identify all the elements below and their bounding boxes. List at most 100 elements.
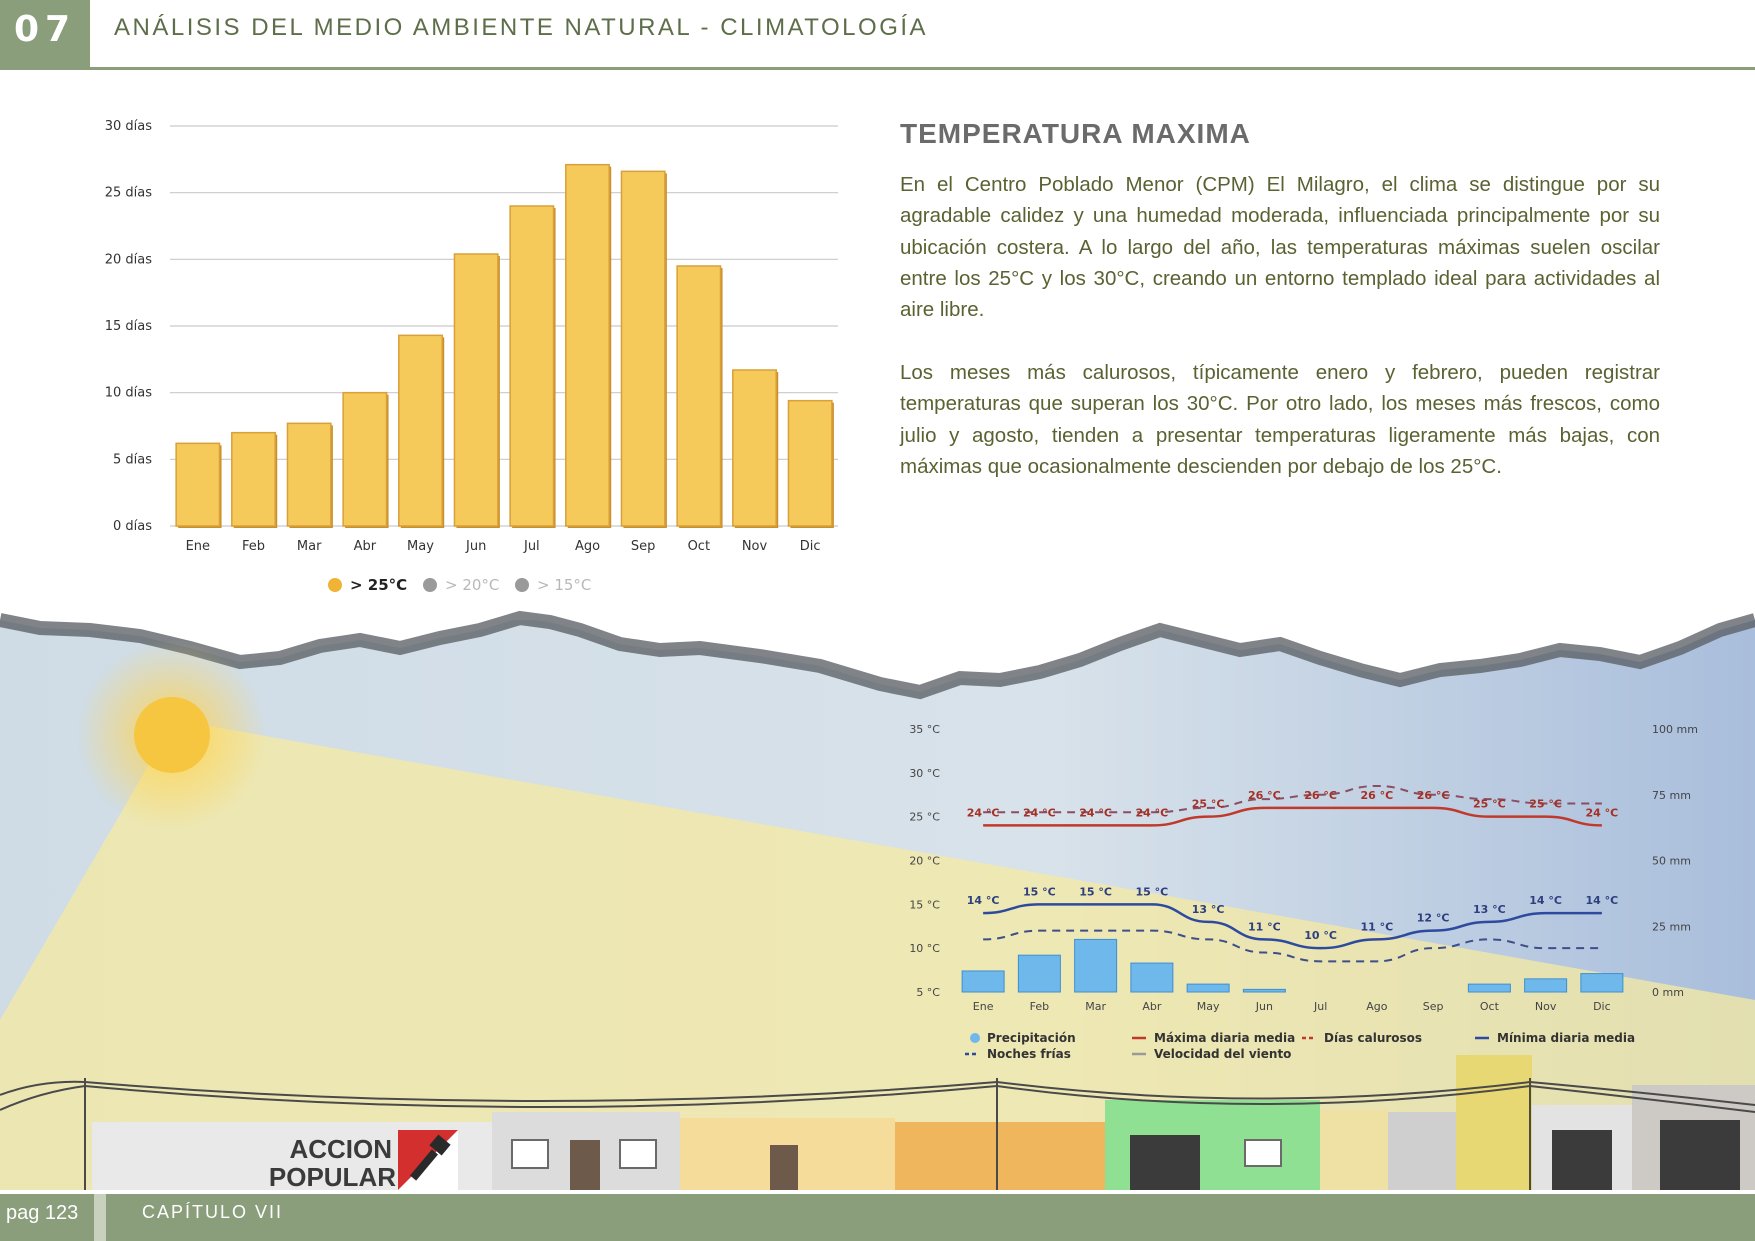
paragraph-1: En el Centro Poblado Menor (CPM) El Mila… bbox=[900, 173, 1660, 322]
max-temp-label: 26 °C bbox=[1304, 789, 1337, 802]
x-tick-label: Nov bbox=[1535, 1000, 1557, 1013]
legend-marker bbox=[423, 578, 437, 592]
scenic-illustration: ACCION POPULAR bbox=[0, 600, 1755, 1190]
cold-nights-line bbox=[983, 929, 1602, 963]
min-temp-label: 14 °C bbox=[967, 894, 1000, 907]
x-tick-label: Dic bbox=[800, 539, 821, 554]
y-right-tick: 25 mm bbox=[1652, 920, 1691, 933]
y-right-tick: 0 mm bbox=[1652, 986, 1684, 999]
bar-dic bbox=[787, 399, 833, 527]
min-temp-label: 10 °C bbox=[1304, 929, 1337, 942]
max-temp-label: 24 °C bbox=[1079, 806, 1112, 819]
svg-text:ACCION: ACCION bbox=[289, 1134, 392, 1164]
bar-jun bbox=[453, 253, 499, 527]
climate-chart-legend: Precipitación Máxima diaria media Días cal… bbox=[965, 1031, 1635, 1061]
bar-may bbox=[398, 334, 443, 527]
y-right-tick: 75 mm bbox=[1652, 789, 1691, 802]
y-tick-label: 5 días bbox=[113, 452, 152, 467]
section-title: TEMPERATURA MAXIMA bbox=[900, 118, 1251, 149]
x-tick-label: Abr bbox=[354, 539, 377, 554]
precip-bar bbox=[1467, 983, 1511, 993]
bar-jul bbox=[509, 205, 555, 527]
legend-label: > 25°C bbox=[350, 576, 407, 594]
bar-ago bbox=[565, 163, 610, 527]
bar-mar bbox=[286, 422, 332, 527]
x-tick-label: Feb bbox=[1030, 1000, 1049, 1013]
max-temp-line bbox=[983, 806, 1602, 827]
y-tick-label: 15 días bbox=[105, 319, 153, 334]
max-temp-label: 26 °C bbox=[1361, 789, 1394, 802]
y-left-tick: 5 °C bbox=[916, 986, 940, 999]
x-tick-label: Ago bbox=[575, 539, 600, 554]
precip-bar bbox=[1130, 962, 1174, 993]
accion-popular-logo: ACCION POPULAR bbox=[269, 1130, 458, 1190]
y-left-tick: 25 °C bbox=[909, 811, 940, 824]
bar-oct bbox=[676, 265, 722, 527]
max-temp-label: 26 °C bbox=[1417, 789, 1450, 802]
legend-label: Máxima diaria media bbox=[1154, 1031, 1295, 1045]
x-tick-label: Sep bbox=[631, 539, 656, 554]
min-temp-label: 12 °C bbox=[1417, 912, 1450, 925]
climate-chart: 5 °C 10 °C 15 °C 20 °C 25 °C 30 °C 35 °C 0 mm 25… bbox=[909, 723, 1698, 1061]
bar-feb bbox=[231, 431, 276, 527]
y-tick-label: 0 días bbox=[113, 519, 152, 534]
min-temp-label: 13 °C bbox=[1473, 903, 1506, 916]
x-tick-label: Nov bbox=[742, 539, 768, 554]
x-tick-label: Sep bbox=[1423, 1000, 1444, 1013]
y-left-tick: 15 °C bbox=[909, 898, 940, 911]
climate-chart-axes: 5 °C 10 °C 15 °C 20 °C 25 °C 30 °C 35 °C 0 mm 25… bbox=[909, 723, 1698, 1013]
hot-days-line bbox=[983, 784, 1602, 814]
x-tick-label: Ene bbox=[186, 539, 210, 554]
min-temp-label: 14 °C bbox=[1586, 894, 1619, 907]
legend-label: Días calurosos bbox=[1324, 1031, 1422, 1045]
x-tick-label: Jul bbox=[523, 539, 540, 554]
x-tick-label: Mar bbox=[1085, 1000, 1106, 1013]
y-right-tick: 50 mm bbox=[1652, 855, 1691, 868]
legend-label: Noches frías bbox=[987, 1047, 1071, 1061]
x-tick-label: Mar bbox=[297, 539, 322, 554]
max-temp-label: 25 °C bbox=[1192, 798, 1225, 811]
min-temp-label: 13 °C bbox=[1192, 903, 1225, 916]
svg-text:POPULAR: POPULAR bbox=[269, 1162, 396, 1190]
y-left-tick: 10 °C bbox=[909, 942, 940, 955]
x-tick-label: Abr bbox=[1142, 1000, 1162, 1013]
bar-abr bbox=[342, 391, 388, 527]
legend-label: Precipitación bbox=[987, 1031, 1076, 1045]
x-tick-label: Jun bbox=[465, 539, 486, 554]
temperature-lines bbox=[983, 784, 1602, 963]
min-temp-label: 15 °C bbox=[1023, 885, 1056, 898]
x-tick-label: Oct bbox=[1480, 1000, 1500, 1013]
page-number: pag 123 bbox=[0, 1194, 106, 1241]
x-tick-label: Oct bbox=[688, 539, 710, 554]
y-right-tick: 100 mm bbox=[1652, 723, 1698, 736]
x-tick-label: Ene bbox=[973, 1000, 994, 1013]
legend-marker bbox=[328, 578, 342, 592]
bar-chart-grid: 0 días 5 días 10 días 15 días 20 días 25 días… bbox=[105, 119, 838, 534]
bar-sep bbox=[620, 170, 666, 527]
legend-label: Velocidad del viento bbox=[1154, 1047, 1291, 1061]
min-temp-label: 15 °C bbox=[1079, 885, 1112, 898]
x-tick-label: Jul bbox=[1313, 1000, 1327, 1013]
sun-icon bbox=[134, 697, 210, 773]
max-temp-label: 25 °C bbox=[1473, 798, 1506, 811]
page-header: 07 ANÁLISIS DEL MEDIO AMBIENTE NATURAL -… bbox=[0, 0, 1755, 70]
temperature-labels: 24 °C 24 °C 24 °C 24 °C 25 °C 26 °C 26 °C 26 °C… bbox=[967, 789, 1618, 942]
y-tick-label: 30 días bbox=[105, 119, 153, 134]
y-left-tick: 35 °C bbox=[909, 723, 940, 736]
x-tick-label: May bbox=[407, 539, 434, 554]
days-above-25-bar-chart: 0 días 5 días 10 días 15 días 20 días 25 días… bbox=[105, 119, 838, 594]
max-temp-label: 24 °C bbox=[967, 806, 1000, 819]
precip-bar bbox=[1186, 983, 1230, 993]
precip-bar bbox=[1242, 988, 1286, 993]
x-tick-label: Dic bbox=[1593, 1000, 1611, 1013]
max-temp-label: 24 °C bbox=[1023, 806, 1056, 819]
y-tick-label: 20 días bbox=[105, 252, 153, 267]
max-temp-label: 24 °C bbox=[1586, 806, 1619, 819]
precip-bar bbox=[1017, 954, 1061, 993]
y-tick-label: 10 días bbox=[105, 386, 153, 401]
precip-bar bbox=[1074, 938, 1118, 993]
bar-chart-x-labels: Ene Feb Mar Abr May Jun Jul Ago Sep Oct Nov Dic bbox=[186, 539, 821, 554]
x-tick-label: Feb bbox=[242, 539, 265, 554]
precip-bar bbox=[961, 970, 1005, 993]
precipitation-bars bbox=[961, 938, 1624, 993]
